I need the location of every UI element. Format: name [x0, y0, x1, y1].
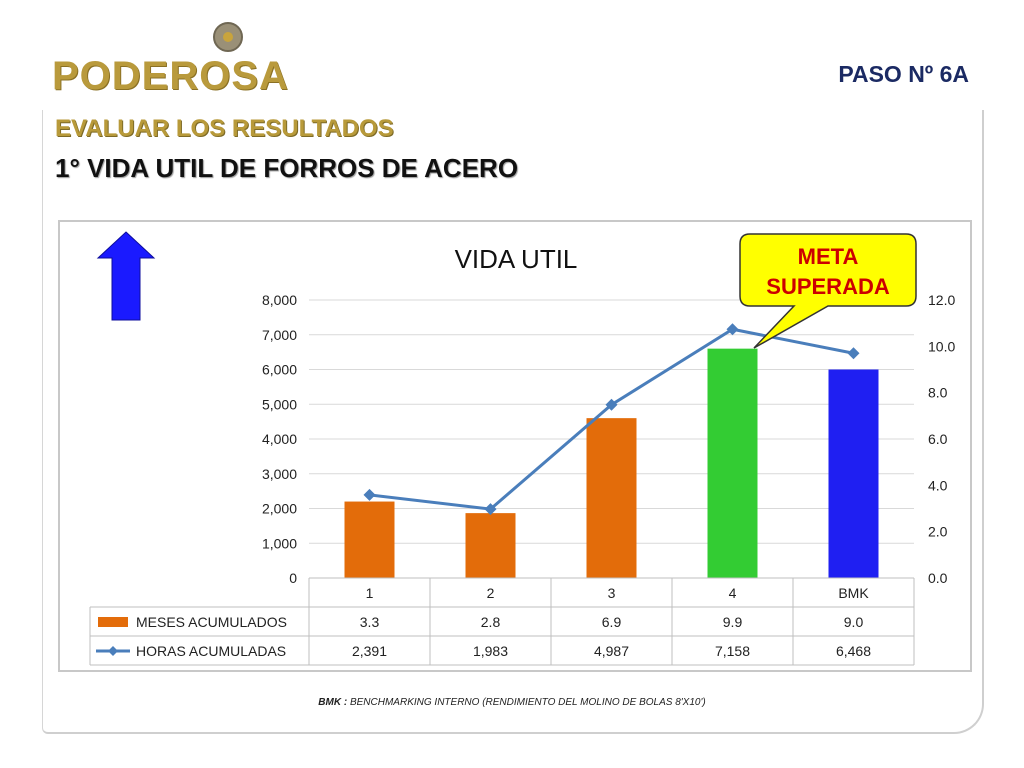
table-cell-horas: 2,391: [352, 643, 387, 659]
x-tick-label: 1: [366, 585, 374, 601]
poderosa-logo: PODEROSA: [52, 22, 322, 100]
table-cell-horas: 1,983: [473, 643, 508, 659]
table-cell-horas: 6,468: [836, 643, 871, 659]
x-tick-label: 3: [608, 585, 616, 601]
y-left-tick-label: 8,000: [262, 292, 297, 308]
table-cell-meses: 9.0: [844, 614, 864, 630]
table-cell-meses: 2.8: [481, 614, 501, 630]
x-tick-label: 2: [487, 585, 495, 601]
footnote-label: BMK :: [318, 697, 348, 708]
line-point: [726, 323, 739, 336]
legend-label-horas: HORAS ACUMULADAS: [136, 643, 286, 659]
y-left-tick-label: 5,000: [262, 396, 297, 412]
table-cell-meses: 3.3: [360, 614, 380, 630]
callout-text-line1: META: [798, 244, 859, 269]
y-left-tick-label: 1,000: [262, 535, 297, 551]
chart-title: VIDA UTIL: [455, 244, 578, 274]
x-tick-label: BMK: [838, 585, 869, 601]
y-right-tick-label: 2.0: [928, 524, 948, 540]
section-subtitle: 1° VIDA UTIL DE FORROS DE ACERO: [55, 153, 519, 183]
y-left-tick-label: 6,000: [262, 362, 297, 378]
callout-text-line2: SUPERADA: [766, 274, 890, 299]
line-point: [847, 347, 860, 360]
chart-svg: VIDA UTIL 0 1,000 2,000 3,000 4,000 5,000 6,000…: [89, 231, 955, 666]
legend-label-meses: MESES ACUMULADOS: [136, 614, 287, 630]
y-left-tick-label: 3,000: [262, 466, 297, 482]
y-right-tick-label: 6.0: [928, 431, 948, 447]
footnote-text: BENCHMARKING INTERNO (RENDIMIENTO DEL MO…: [347, 697, 706, 708]
y-left-tick-label: 7,000: [262, 327, 297, 343]
meta-superada-callout: [739, 233, 917, 349]
y-right-tick-label: 10.0: [928, 338, 955, 354]
step-label: PASO Nº 6A: [838, 61, 969, 87]
line-point: [484, 503, 497, 516]
line-point: [363, 488, 376, 501]
footnote: BMK : BENCHMARKING INTERNO (RENDIMIENTO …: [0, 697, 1024, 708]
content-frame: [42, 110, 984, 734]
legend-marker-horas: [108, 646, 118, 656]
bar: [828, 369, 879, 578]
table-cell-horas: 7,158: [715, 643, 750, 659]
y-left-tick-label: 4,000: [262, 431, 297, 447]
up-arrow-icon: [96, 231, 156, 321]
bar: [465, 513, 516, 578]
bar: [707, 348, 758, 578]
section-title: EVALUAR LOS RESULTADOS: [55, 115, 394, 142]
y-right-tick-label: 0.0: [928, 570, 948, 586]
x-tick-label: 4: [729, 585, 737, 601]
bar: [586, 418, 637, 578]
line-point: [605, 398, 618, 411]
table-cell-meses: 6.9: [602, 614, 622, 630]
legend-swatch-meses: [98, 617, 128, 627]
y-right-tick-label: 8.0: [928, 385, 948, 401]
y-right-tick-label: 4.0: [928, 477, 948, 493]
y-right-tick-label: 12.0: [928, 292, 955, 308]
y-left-tick-label: 2,000: [262, 501, 297, 517]
logo-emblem: [213, 22, 243, 52]
chart-container: VIDA UTIL 0 1,000 2,000 3,000 4,000 5,000 6,000…: [58, 220, 972, 672]
table-cell-horas: 4,987: [594, 643, 629, 659]
logo-text: PODEROSA: [52, 54, 289, 98]
y-left-tick-label: 0: [289, 570, 297, 586]
callout-bubble: [739, 233, 917, 349]
table-cell-meses: 9.9: [723, 614, 743, 630]
bar: [344, 501, 395, 578]
